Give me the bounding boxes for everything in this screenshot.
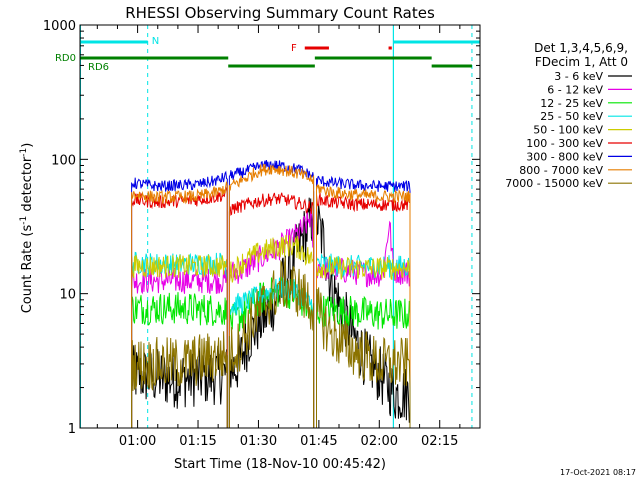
legend-label-3: 25 - 50 keV [540, 110, 603, 123]
x-tick-label-2: 01:30 [240, 434, 277, 449]
series-2-line-0 [131, 292, 228, 428]
y-tick-label-0: 1 [68, 422, 76, 437]
plot-frame [79, 24, 481, 429]
legend-label-5: 100 - 300 keV [526, 137, 603, 150]
series-3-line-1 [228, 277, 315, 428]
series-5-line-1 [228, 192, 315, 428]
legend: Det 1,3,4,5,6,9, FDecim 1, Att 0 3 - 6 k… [505, 41, 632, 190]
series-7-line-2 [316, 183, 411, 428]
x-tick-label-1: 01:15 [179, 434, 216, 449]
x-tick-label-0: 01:00 [119, 434, 156, 449]
series-8-line-2 [316, 287, 411, 428]
series-6-line-2 [316, 175, 411, 428]
legend-label-7: 800 - 7000 keV [519, 164, 603, 177]
series-4-line-2 [316, 256, 411, 428]
legend-label-2: 12 - 25 keV [540, 97, 603, 110]
series-6-line-0 [131, 170, 228, 428]
series-8-line-1 [228, 257, 315, 428]
y-label-sup-2: -1 [19, 148, 29, 157]
series-8-line-0 [131, 331, 228, 428]
series-4-line-1 [228, 234, 315, 428]
y-label-sup-1: -1 [19, 216, 29, 225]
series-0-line-1 [228, 191, 315, 428]
series-7 [131, 163, 411, 428]
legend-label-6: 300 - 800 keV [526, 150, 603, 163]
series-4 [131, 234, 411, 428]
x-axis-label: Start Time (18-Nov-10 00:45:42) [174, 457, 386, 472]
chart-title: RHESSI Observing Summary Count Rates [125, 4, 435, 22]
y-tick-label-1: 10 [59, 288, 76, 303]
y-tick-label-3: 1000 [43, 19, 76, 34]
flag-rd6-label: RD6 [88, 62, 109, 73]
y-axis-label: Count Rate (s-1 detector-1) [19, 143, 35, 314]
legend-label-1: 6 - 12 keV [547, 83, 603, 96]
legend-label-0: 3 - 6 keV [554, 70, 603, 83]
legend-header-line-1: Det 1,3,4,5,6,9, [534, 41, 628, 55]
y-label-part-1: Count Rate (s [20, 225, 35, 314]
y-label-part-3: ) [20, 143, 35, 148]
plot-area: N F RD0 RD6 1 10 100 1000 01:00 01:15 01:30 01:45 02… [43, 19, 481, 449]
series-2-line-2 [316, 295, 411, 428]
series-8 [131, 257, 411, 428]
timestamp: 17-Oct-2021 08:17 [560, 468, 636, 477]
series-7-line-1 [228, 163, 315, 428]
y-tick-label-2: 100 [51, 153, 76, 168]
legend-header-line-2: FDecim 1, Att 0 [535, 55, 628, 69]
x-tick-label-4: 02:00 [361, 434, 398, 449]
x-tick-label-3: 01:45 [300, 434, 337, 449]
x-tick-label-5: 02:15 [421, 434, 458, 449]
series-5-line-2 [316, 192, 411, 428]
legend-label-8: 7000 - 15000 keV [505, 177, 603, 190]
series-7-line-0 [131, 181, 228, 428]
flag-n-label: N [152, 36, 159, 47]
legend-label-4: 50 - 100 keV [533, 124, 603, 137]
series-1-line-0 [131, 267, 228, 428]
series-4-line-0 [131, 253, 228, 428]
y-label-part-2: detector [20, 156, 35, 216]
flag-f-label: F [291, 43, 297, 54]
flag-rd0-label: RD0 [55, 53, 76, 64]
